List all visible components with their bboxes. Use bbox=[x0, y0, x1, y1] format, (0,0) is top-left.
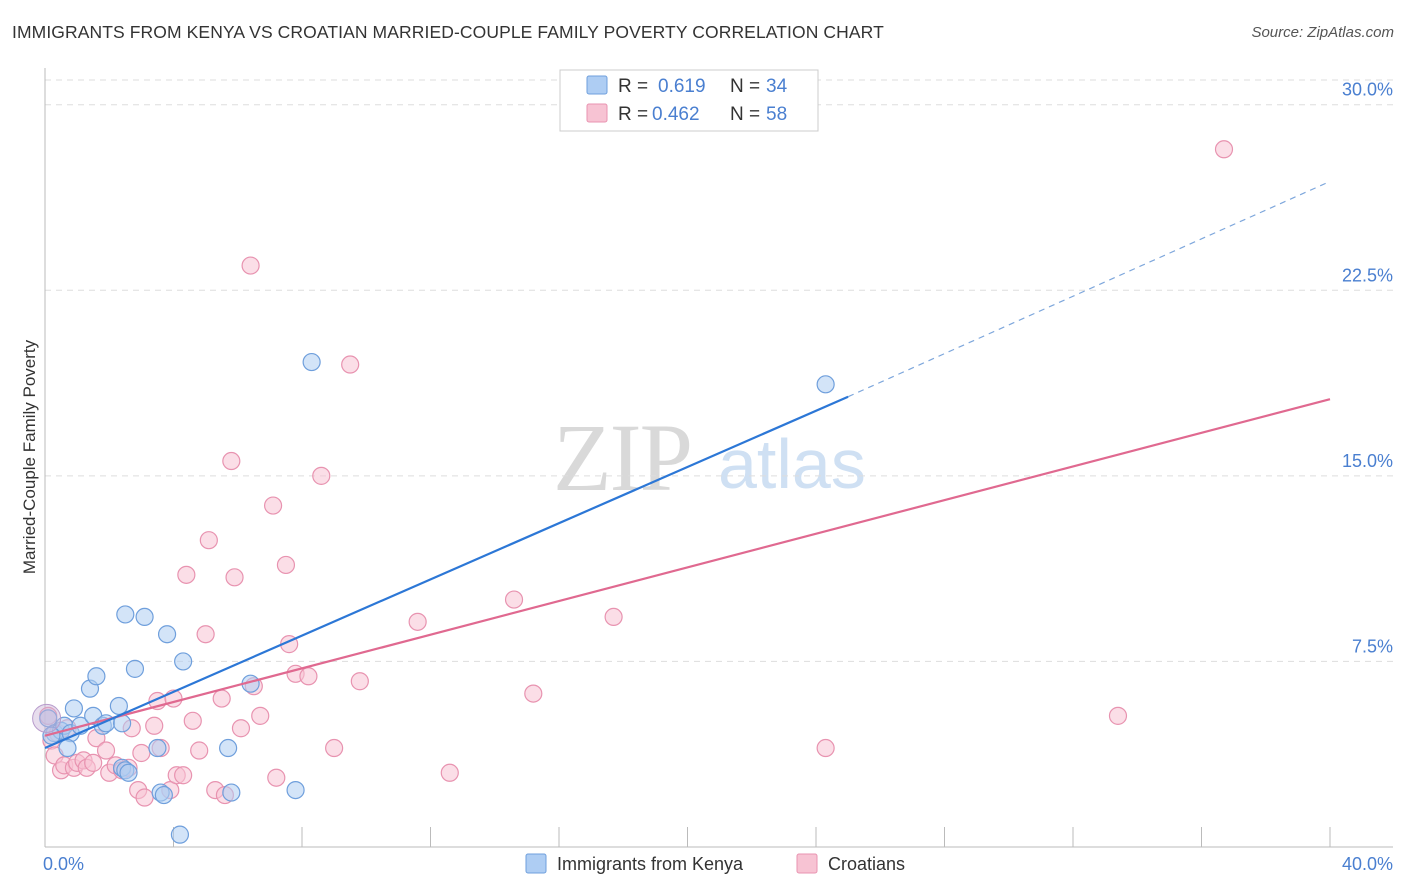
chart-title: IMMIGRANTS FROM KENYA VS CROATIAN MARRIE… bbox=[12, 22, 884, 42]
kenya-regression-line bbox=[44, 395, 849, 750]
croatians-point bbox=[251, 706, 270, 725]
y-tick-label: 22.5% bbox=[1342, 265, 1393, 285]
croatians-point bbox=[299, 667, 318, 686]
correlation-legend: R = 0.619 N = 34 R = 0.462 N = 58 bbox=[559, 69, 819, 132]
croatians-point bbox=[276, 555, 296, 575]
croatians-point bbox=[212, 689, 231, 708]
croatians-point bbox=[325, 738, 344, 758]
croatians-point bbox=[1108, 706, 1128, 725]
legend-n-label: N = bbox=[730, 76, 760, 97]
kenya-regression-extension bbox=[847, 180, 1331, 398]
x-tick-label: 0.0% bbox=[43, 854, 84, 874]
gridlines bbox=[45, 79, 1393, 662]
y-tick-labels: 7.5% 15.0% 22.5% 30.0% bbox=[1342, 80, 1393, 657]
kenya-point bbox=[302, 352, 321, 372]
kenya-point bbox=[58, 738, 77, 758]
kenya-point bbox=[816, 375, 835, 394]
kenya-point bbox=[219, 738, 238, 758]
croatians-regression-line bbox=[44, 398, 1331, 737]
bottom-legend-kenya-label: Immigrants from Kenya bbox=[557, 854, 744, 874]
croatians-point bbox=[177, 565, 196, 584]
croatians-point bbox=[241, 256, 260, 275]
x-tick-label: 40.0% bbox=[1342, 854, 1393, 874]
kenya-points bbox=[32, 352, 835, 844]
y-axis-label: Married-Couple Family Poverty bbox=[20, 339, 39, 574]
y-tick-label: 30.0% bbox=[1342, 80, 1393, 100]
kenya-point bbox=[286, 780, 305, 800]
croatians-point bbox=[267, 768, 286, 787]
bottom-legend-croatians-label: Croatians bbox=[828, 854, 905, 874]
legend-croatians-swatch bbox=[586, 103, 608, 123]
kenya-point bbox=[222, 783, 241, 802]
croatians-point bbox=[341, 355, 360, 374]
croatians-point bbox=[350, 672, 369, 691]
watermark: ZIP atlas bbox=[553, 404, 866, 511]
croatians-point bbox=[135, 788, 154, 807]
croatians-point bbox=[816, 738, 835, 758]
croatians-point bbox=[408, 612, 427, 631]
kenya-point bbox=[109, 696, 128, 716]
croatians-point bbox=[132, 743, 151, 763]
kenya-point bbox=[116, 605, 135, 624]
croatians-point bbox=[312, 466, 331, 485]
legend-r-value: 0.619 bbox=[658, 76, 706, 97]
kenya-point bbox=[87, 667, 106, 686]
legend-n-label: N = bbox=[730, 104, 760, 125]
kenya-point bbox=[170, 825, 190, 844]
croatians-point bbox=[145, 716, 164, 735]
croatians-point bbox=[190, 741, 209, 760]
croatians-point bbox=[96, 741, 116, 760]
croatians-point bbox=[604, 607, 623, 627]
legend-n-value: 34 bbox=[766, 76, 788, 97]
kenya-point bbox=[32, 703, 62, 733]
legend-n-value: 58 bbox=[766, 104, 787, 125]
legend-kenya-swatch bbox=[586, 75, 608, 95]
croatians-point bbox=[174, 766, 193, 785]
watermark-zip: ZIP bbox=[553, 404, 691, 511]
bottom-legend-croatians-swatch bbox=[796, 853, 818, 874]
bottom-legend-kenya-swatch bbox=[525, 853, 547, 874]
kenya-point bbox=[64, 699, 84, 718]
series-legend: Immigrants from Kenya Croatians bbox=[525, 853, 905, 874]
legend-r-value: 0.462 bbox=[652, 104, 700, 125]
croatians-point bbox=[222, 451, 241, 471]
kenya-point bbox=[135, 607, 154, 627]
croatians-point bbox=[440, 763, 459, 782]
kenya-point bbox=[157, 625, 177, 644]
kenya-point bbox=[125, 659, 145, 678]
y-tick-label: 15.0% bbox=[1342, 451, 1393, 471]
croatians-point bbox=[231, 719, 251, 738]
croatians-point bbox=[1214, 140, 1234, 159]
x-tick-labels: 0.0% 40.0% bbox=[43, 854, 1393, 874]
kenya-point bbox=[119, 763, 138, 782]
croatians-point bbox=[199, 531, 218, 550]
regression-lines bbox=[44, 180, 1331, 750]
croatians-point bbox=[84, 753, 103, 772]
croatians-point bbox=[225, 568, 244, 587]
legend-r-label: R = bbox=[618, 104, 648, 125]
croatians-point bbox=[196, 625, 215, 644]
kenya-point bbox=[148, 738, 167, 758]
croatians-point bbox=[183, 711, 202, 730]
y-tick-label: 7.5% bbox=[1352, 636, 1393, 656]
legend-r-label: R = bbox=[618, 76, 648, 97]
croatians-point bbox=[504, 590, 524, 609]
croatians-point bbox=[263, 496, 283, 515]
kenya-point bbox=[154, 785, 173, 805]
source-label: Source: ZipAtlas.com bbox=[1251, 24, 1394, 41]
watermark-atlas: atlas bbox=[718, 425, 866, 503]
kenya-point bbox=[174, 652, 193, 671]
croatians-point bbox=[524, 684, 543, 703]
